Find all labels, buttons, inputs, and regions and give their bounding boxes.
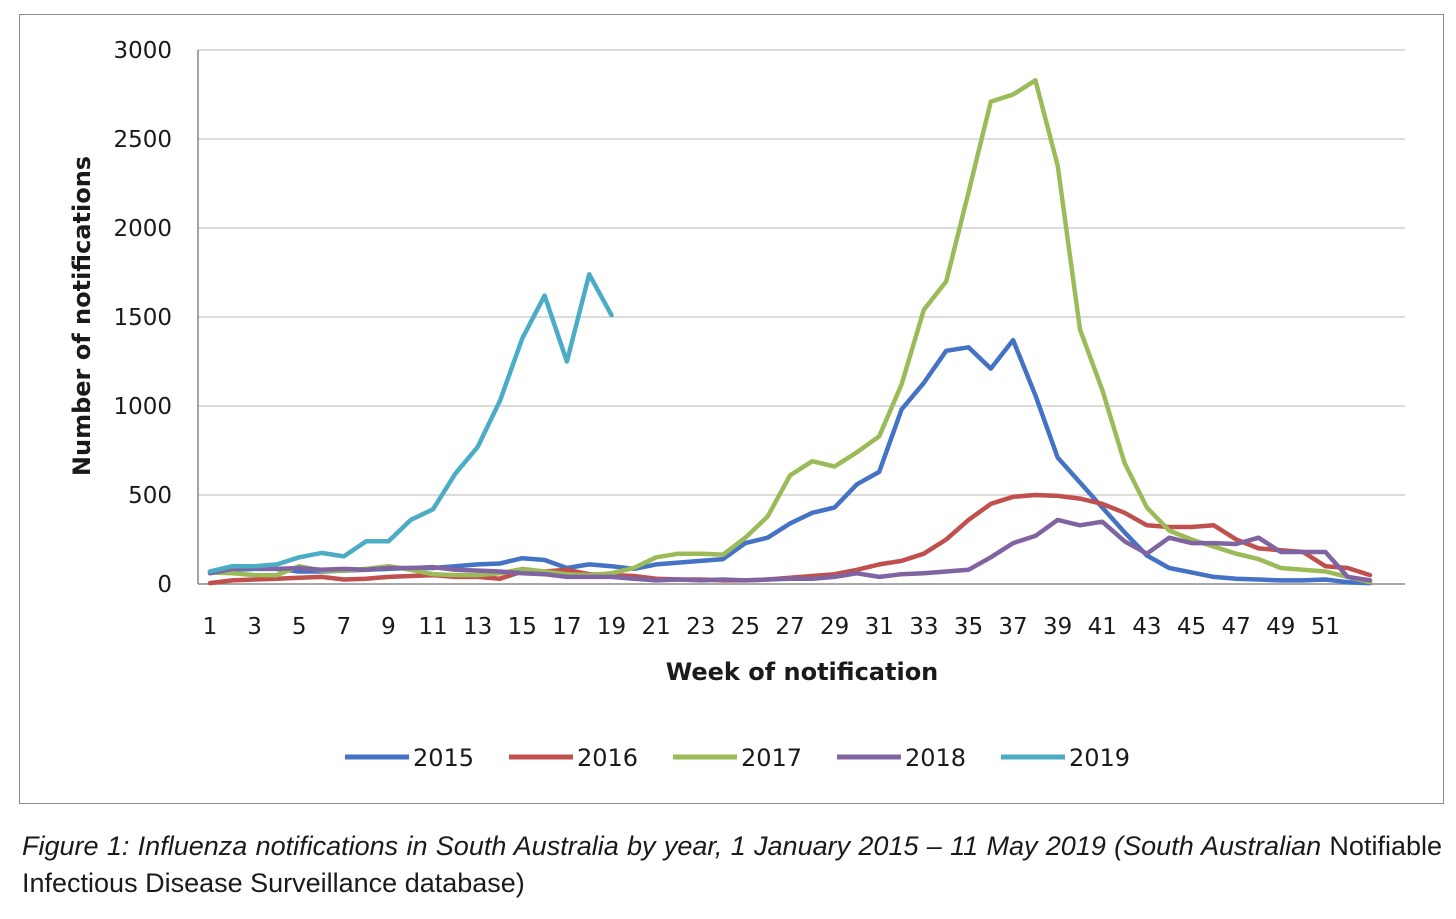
x-tick-label: 15 [508,614,537,640]
y-axis-title: Number of notifications [68,156,96,476]
x-tick-label: 47 [1222,614,1251,640]
x-tick-label: 31 [865,614,894,640]
series-line-2015 [207,337,1373,586]
x-tick-label: 7 [337,614,352,640]
x-tick-label: 35 [954,614,983,640]
x-tick-label: 49 [1266,614,1295,640]
x-tick-label: 3 [247,614,262,640]
gridlines [197,49,1405,585]
y-axis-ticks: 0 500 1000 1500 2000 2500 3000 [113,38,172,598]
x-tick-label: 1 [203,614,218,640]
x-tick-label: 25 [731,614,760,640]
series-line-2019 [207,272,614,574]
y-tick-label: 3000 [113,38,172,64]
x-tick-label: 41 [1088,614,1117,640]
x-tick-label: 39 [1043,614,1072,640]
y-tick-label: 0 [157,572,172,598]
x-tick-label: 17 [552,614,581,640]
y-tick-label: 1000 [113,394,172,420]
x-tick-label: 11 [418,614,447,640]
x-tick-label: 19 [597,614,626,640]
x-tick-label: 23 [686,614,715,640]
chart-frame [19,14,1444,804]
x-tick-label: 27 [775,614,804,640]
x-tick-label: 29 [820,614,849,640]
caption-normal: Notifiable Infectious Disease Surveillan… [22,831,1442,898]
x-tick-label: 13 [463,614,492,640]
x-axis-ticks: 1 3 5 7 9 11 13 15 17 19 21 23 25 27 29 31 33 35 37 39 41 43 4… [203,614,1340,640]
series-lines [207,78,1373,586]
y-tick-label: 2000 [113,216,172,242]
y-tick-label: 2500 [113,127,172,153]
series-line-2018 [207,517,1373,583]
figure-caption: Figure 1: Influenza notifications in Sou… [22,828,1442,902]
legend-label-2017: 2017 [741,744,802,772]
legend-label-2018: 2018 [905,744,966,772]
x-tick-label: 9 [381,614,396,640]
x-axis-title: Week of notification [666,658,939,686]
x-tick-label: 45 [1177,614,1206,640]
legend: 2015 2016 2017 2018 2019 [345,744,1130,772]
x-tick-label: 37 [998,614,1027,640]
y-tick-label: 500 [128,483,172,509]
x-tick-label: 33 [909,614,938,640]
x-tick-label: 21 [642,614,671,640]
x-tick-label: 51 [1311,614,1340,640]
x-tick-label: 43 [1132,614,1161,640]
legend-label-2015: 2015 [413,744,474,772]
caption-italic: Figure 1: Influenza notifications in Sou… [22,831,1322,861]
y-tick-label: 1500 [113,305,172,331]
legend-label-2019: 2019 [1069,744,1130,772]
legend-label-2016: 2016 [577,744,638,772]
series-line-2017 [207,78,1373,585]
x-tick-label: 5 [292,614,307,640]
